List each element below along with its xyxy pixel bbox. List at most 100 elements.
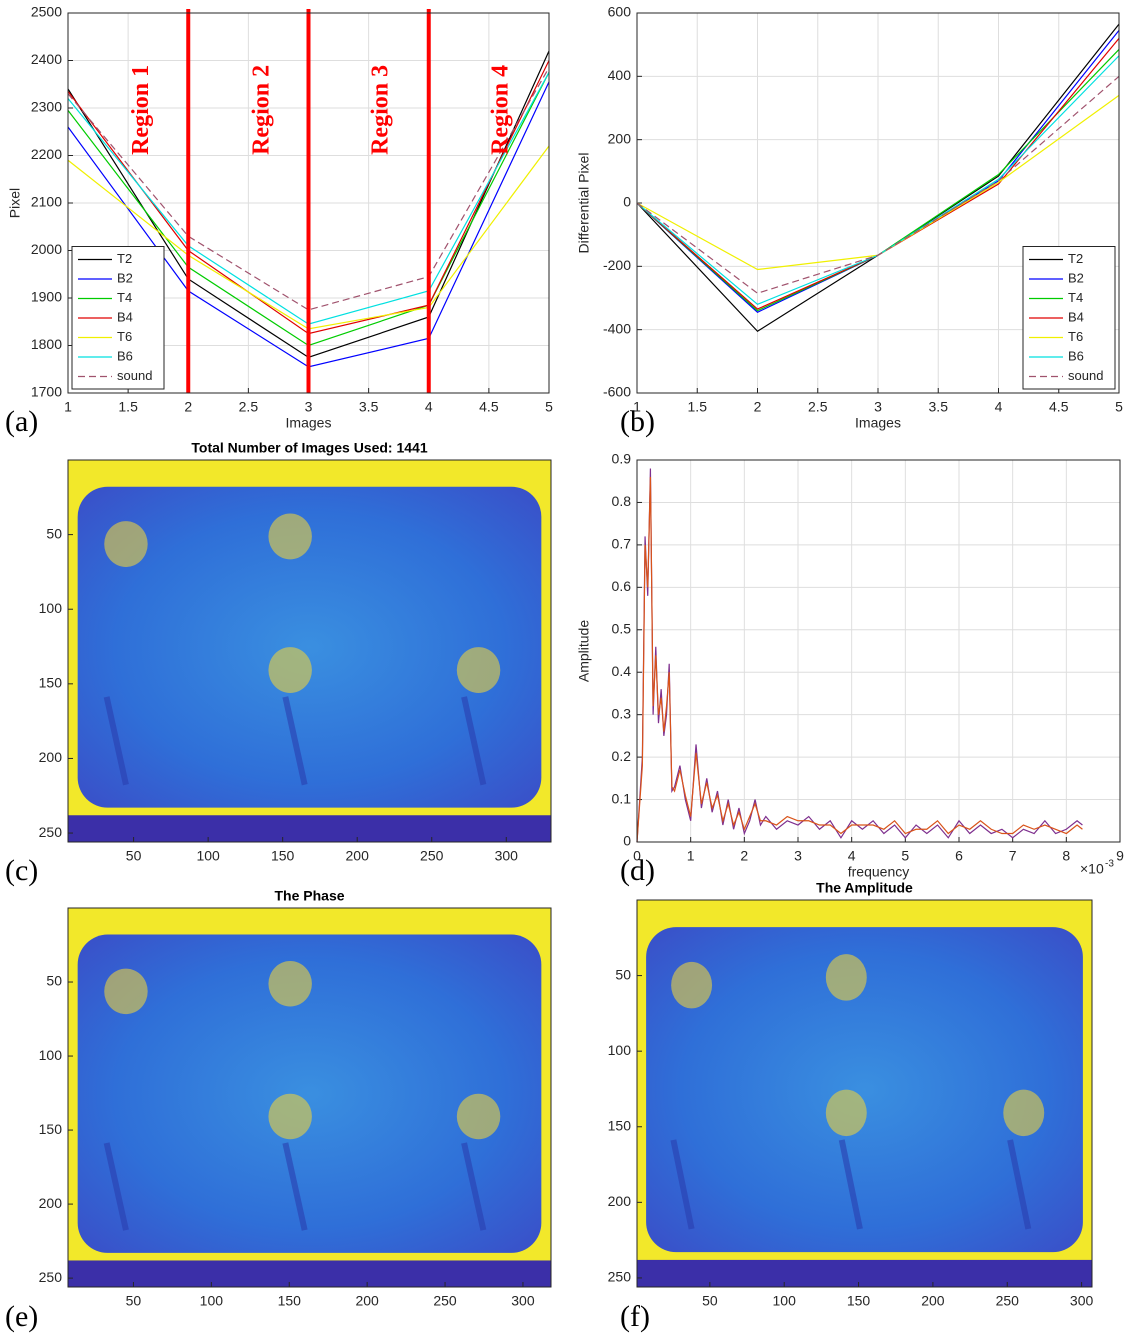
y-tick-label: 0.3 [612,705,632,721]
panel-label: (f) [620,1300,650,1333]
x-tick-label: 8 [1062,848,1070,864]
legend-label: sound [117,368,152,383]
x-tick-label: 4 [995,399,1003,415]
y-tick-label: 150 [39,1121,63,1137]
image-streak [838,1139,863,1230]
x-tick-label: 2 [184,399,192,415]
x-tick-label: 1 [633,399,641,415]
y-tick-label: 250 [39,1269,63,1285]
image-streak [461,696,487,786]
panel-label: (b) [620,405,655,438]
y-tick-label: 0.5 [612,620,632,636]
y-tick-label: 2000 [31,241,62,257]
x-tick-label: 7 [1009,848,1017,864]
legend-label: T2 [1068,251,1083,266]
image-feature [268,961,312,1007]
y-tick-label: 100 [39,1047,63,1063]
x-tick-label: 100 [200,1293,224,1309]
x-tick-label: 6 [955,848,963,864]
image-streak [103,1142,129,1231]
image-streak [1007,1139,1032,1230]
y-tick-label: 0.8 [612,493,632,509]
axes-box [67,12,550,394]
y-tick-label: 400 [608,67,632,83]
x-tick-label: 5 [1115,399,1123,415]
y-axis-label: Amplitude [576,620,592,682]
y-tick-label: 50 [46,525,62,541]
y-tick-label: 1700 [31,384,62,400]
image-feature [825,1089,867,1137]
y-tick-label: 2100 [31,194,62,210]
legend-label: T2 [117,251,132,266]
image-feature [671,961,713,1009]
panel-label: (c) [5,854,38,887]
axes-box [67,907,552,1288]
x-tick-label: 100 [196,848,220,864]
axes-box [636,12,1120,394]
y-tick-label: 200 [608,130,632,146]
x-tick-label: 3 [794,848,802,864]
x-tick-label: 250 [996,1293,1020,1309]
region-label: Region 3 [367,65,393,155]
legend-label: B6 [117,348,133,363]
legend-label: B4 [1068,309,1084,324]
x-tick-label: 300 [511,1293,535,1309]
x-tick-label: 5 [901,848,909,864]
plot-area [637,460,1120,842]
y-axis-label: Differential Pixel [576,153,592,254]
chart-title: Total Number of Images Used: 1441 [191,440,427,456]
x-tick-label: 3.5 [929,399,949,415]
series-line [636,468,1083,843]
legend-label: T4 [117,290,132,305]
x-tick-label: 3.5 [359,399,379,415]
axes-box [636,899,1093,1288]
x-tick-label: 250 [433,1293,457,1309]
image-feature [1003,1089,1045,1137]
x-multiplier: ×10 [1080,861,1104,877]
y-tick-label: 0 [623,833,631,849]
y-tick-label: 0.9 [612,451,632,467]
y-tick-label: 2300 [31,99,62,115]
y-tick-label: 100 [608,1042,632,1058]
x-tick-label: 300 [1070,1293,1094,1309]
y-tick-label: 200 [39,749,63,765]
y-tick-label: 50 [46,973,62,989]
region-label: Region 2 [248,65,274,155]
image-edge [68,815,551,842]
image-streak [282,696,308,786]
x-tick-label: 150 [847,1293,871,1309]
image-feature [456,647,501,694]
series-line [636,476,1083,843]
image-edge [637,1259,1092,1287]
legend-label: T4 [1068,290,1083,305]
panel-label: (a) [5,405,38,438]
legend-label: B4 [117,309,133,324]
series-line [67,67,550,311]
image-field [646,927,1083,1253]
legend-label: B2 [117,270,133,285]
x-tick-label: 2.5 [239,399,259,415]
x-tick-label: 50 [126,1293,142,1309]
image-feature [268,1093,312,1140]
x-axis-label: frequency [848,864,909,880]
y-tick-label: 0.2 [612,748,632,764]
x-tick-label: 50 [126,848,142,864]
y-tick-label: 50 [615,966,631,982]
image-streak [461,1142,487,1231]
y-tick-label: 250 [608,1269,632,1285]
chart-title: The Phase [274,888,344,904]
image-feature [104,968,148,1015]
x-tick-label: 3 [874,399,882,415]
x-tick-label: 150 [271,848,295,864]
image-feature [268,647,312,694]
x-tick-label: 1.5 [118,399,138,415]
x-tick-label: 250 [420,848,444,864]
y-tick-label: 1800 [31,336,62,352]
panel-label: (d) [620,854,655,887]
y-tick-label: 2400 [31,51,62,67]
x-tick-label: 200 [921,1293,945,1309]
x-tick-label: 300 [495,848,519,864]
y-tick-label: 1900 [31,289,62,305]
y-tick-label: 0.7 [612,536,632,552]
